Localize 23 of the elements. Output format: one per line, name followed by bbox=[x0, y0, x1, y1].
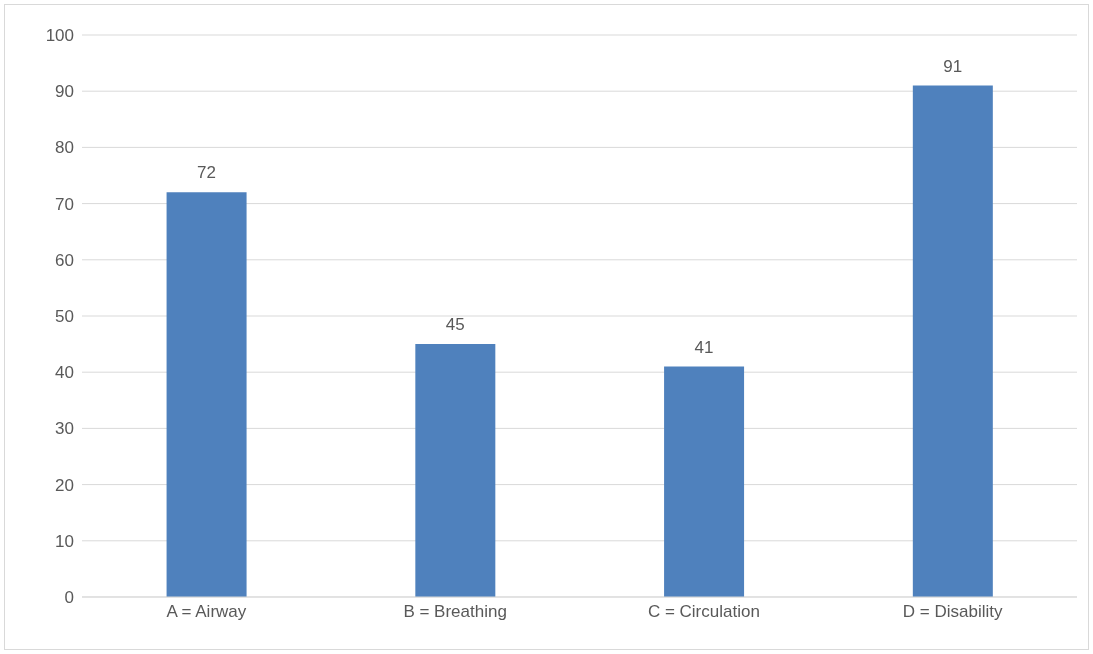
data-label: 91 bbox=[943, 56, 963, 76]
x-tick-label: C = Circulation bbox=[647, 602, 760, 622]
y-tick-label: 0 bbox=[64, 588, 74, 608]
y-tick-label: 80 bbox=[55, 138, 74, 158]
data-label: 45 bbox=[445, 315, 465, 335]
data-label: 72 bbox=[197, 163, 217, 183]
y-tick-label: 60 bbox=[55, 250, 74, 270]
bar bbox=[415, 344, 496, 597]
x-tick-label: B = Breathing bbox=[403, 602, 507, 622]
bar bbox=[166, 192, 247, 597]
y-tick-label: 10 bbox=[55, 531, 74, 551]
bar bbox=[912, 85, 993, 597]
x-tick-label: A = Airway bbox=[166, 602, 247, 622]
y-tick-label: 30 bbox=[55, 419, 74, 439]
y-tick-label: 100 bbox=[45, 26, 74, 46]
y-tick-label: 20 bbox=[55, 475, 74, 495]
y-tick-label: 40 bbox=[55, 363, 74, 383]
y-tick-label: 70 bbox=[55, 194, 74, 214]
data-label: 41 bbox=[694, 337, 714, 357]
y-tick-label: 50 bbox=[55, 307, 74, 327]
bar bbox=[664, 366, 745, 597]
x-tick-label: D = Disability bbox=[902, 602, 1003, 622]
y-tick-label: 90 bbox=[55, 82, 74, 102]
